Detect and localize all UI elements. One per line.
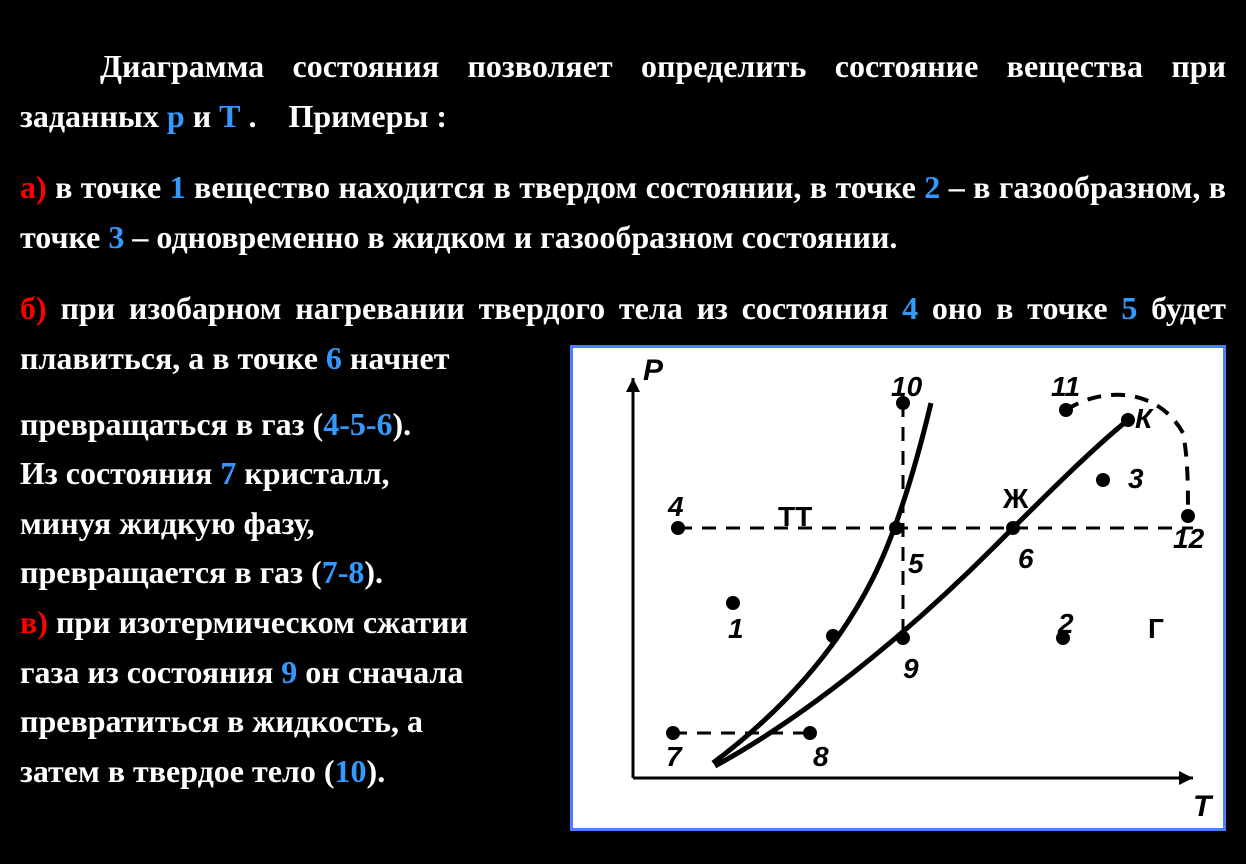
b-t6: ).: [393, 406, 412, 442]
c-t1: Из состояния: [20, 455, 220, 491]
svg-text:6: 6: [1018, 543, 1034, 574]
c-t3: минуя жидкую фазу,: [20, 505, 315, 541]
marker-b: б): [20, 290, 47, 326]
num-10: 10: [335, 753, 367, 789]
num-2: 2: [924, 169, 940, 205]
v-t6: ).: [367, 753, 386, 789]
num-1: 1: [170, 169, 186, 205]
intro-paragraph: Диаграмма состояния позволяет определить…: [20, 42, 1226, 141]
v-t4: превратиться в жидкость, а: [20, 703, 423, 739]
svg-text:2: 2: [1057, 608, 1074, 639]
b-t1: при изобарном нагревании твердого тела и…: [60, 290, 902, 326]
symbol-p: р: [167, 98, 185, 134]
phase-diagram: 123456789101112КТТЖГTP: [570, 345, 1226, 831]
svg-text:Ж: Ж: [1002, 483, 1029, 514]
svg-text:Г: Г: [1148, 613, 1164, 644]
num-6: 6: [326, 340, 342, 376]
v-t1: при изотермическом сжатии: [48, 604, 468, 640]
symbol-t: Т: [219, 98, 240, 134]
svg-text:1: 1: [728, 613, 744, 644]
num-4: 4: [902, 290, 918, 326]
svg-text:12: 12: [1173, 523, 1205, 554]
svg-text:5: 5: [908, 548, 924, 579]
svg-text:4: 4: [667, 491, 684, 522]
b-t4: начнет: [350, 340, 450, 376]
marker-v: в): [20, 604, 48, 640]
svg-text:9: 9: [903, 653, 919, 684]
seq-456: 4-5-6: [323, 406, 392, 442]
v-t3: он сначала: [297, 654, 463, 690]
num-3: 3: [108, 219, 124, 255]
num-7: 7: [220, 455, 236, 491]
svg-text:11: 11: [1051, 371, 1080, 402]
example-a: а) в точке 1 вещество находится в твердо…: [20, 163, 1226, 262]
svg-text:T: T: [1193, 790, 1214, 823]
a-t1: в точке: [55, 169, 170, 205]
b-t2: оно в точке: [932, 290, 1121, 326]
svg-text:8: 8: [813, 741, 829, 772]
svg-text:3: 3: [1128, 463, 1144, 494]
a-t2: вещество находится в твердом состоянии, …: [194, 169, 924, 205]
b-t5: превращаться в газ (: [20, 406, 323, 442]
intro-text-b: и: [193, 98, 219, 134]
seq-78: 7-8: [322, 554, 365, 590]
svg-text:10: 10: [891, 371, 923, 402]
example-b-cont: превращаться в газ (4-5-6). Из состояния…: [20, 400, 560, 797]
phase-diagram-svg: 123456789101112КТТЖГTP: [573, 348, 1223, 828]
c-t5: ).: [364, 554, 383, 590]
svg-text:7: 7: [666, 741, 683, 772]
c-t2: кристалл,: [236, 455, 389, 491]
c-t4: превращается в газ (: [20, 554, 322, 590]
marker-a: а): [20, 169, 47, 205]
svg-text:К: К: [1135, 403, 1154, 434]
num-5: 5: [1121, 290, 1137, 326]
v-t2: газа из состояния: [20, 654, 281, 690]
v-t5: затем в твердое тело (: [20, 753, 335, 789]
num-9: 9: [281, 654, 297, 690]
svg-text:P: P: [643, 354, 664, 387]
svg-text:ТТ: ТТ: [778, 501, 812, 532]
intro-text-c: . Примеры :: [248, 98, 447, 134]
a-t4: – одновременно в жидком и газообразном с…: [132, 219, 897, 255]
